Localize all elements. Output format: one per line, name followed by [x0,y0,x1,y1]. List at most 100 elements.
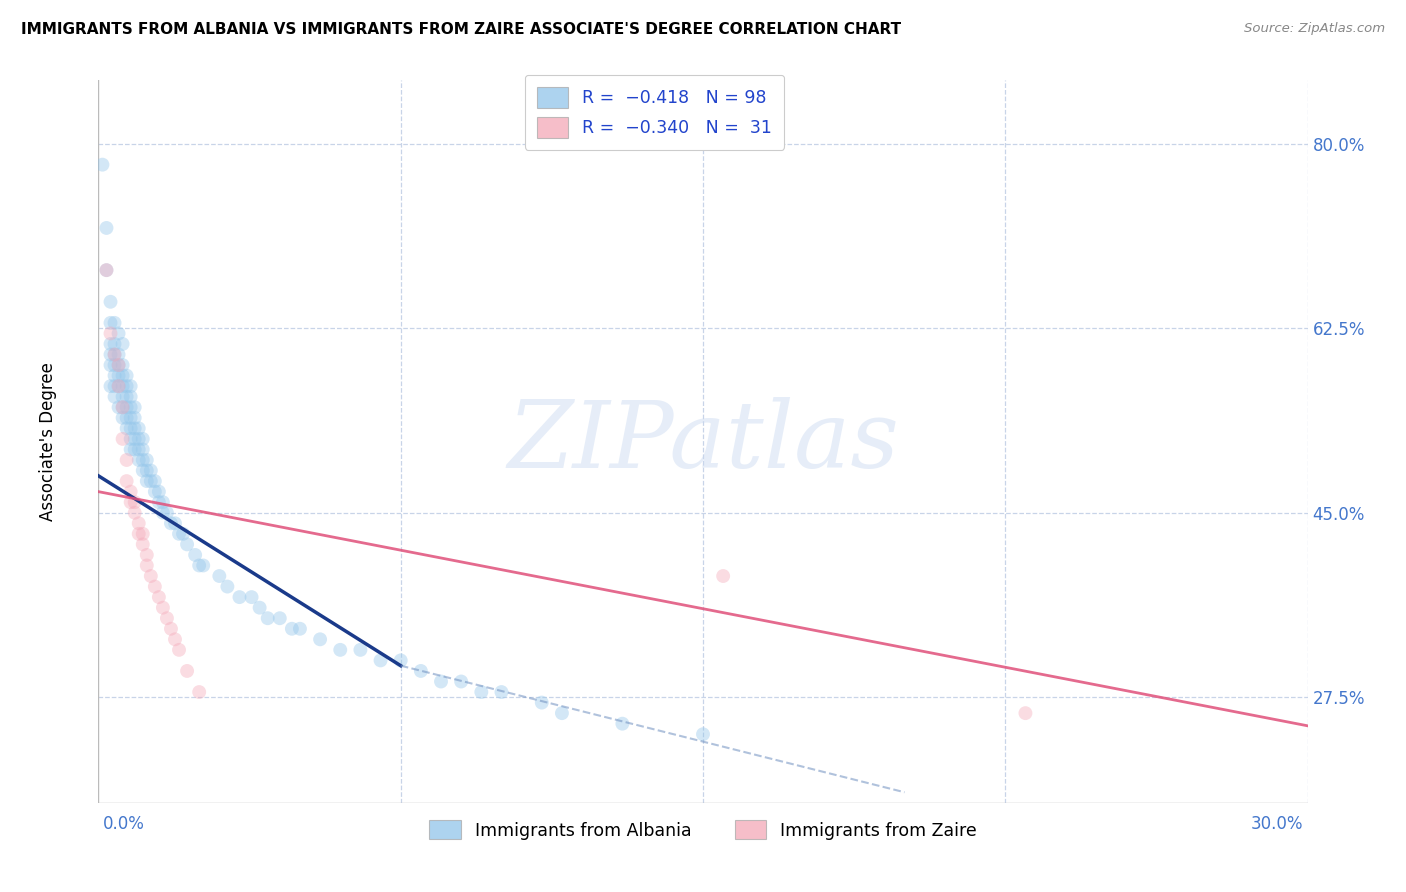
Point [370,653,392,667]
Point [120,421,142,435]
Point [115,390,138,404]
Point [120,390,142,404]
Point [96,263,118,277]
Point [100,358,122,372]
Point [148,590,170,604]
Point [612,716,634,731]
Point [103,390,125,404]
Point [176,537,198,551]
Point [100,347,122,361]
Point [96,221,118,235]
Point [160,516,183,531]
Point [152,506,174,520]
Point [309,632,332,647]
Point [111,410,134,425]
Point [1014,706,1036,720]
Point [124,401,146,415]
Point [389,653,412,667]
Point [115,421,138,435]
Point [115,368,138,383]
Point [148,495,170,509]
Point [188,558,211,573]
Point [111,379,134,393]
Text: IMMIGRANTS FROM ALBANIA VS IMMIGRANTS FROM ZAIRE ASSOCIATE'S DEGREE CORRELATION : IMMIGRANTS FROM ALBANIA VS IMMIGRANTS FR… [21,22,901,37]
Point [115,410,138,425]
Point [135,453,157,467]
Point [100,379,122,393]
Point [156,611,179,625]
Point [256,611,278,625]
Point [139,569,162,583]
Point [143,484,166,499]
Point [167,643,190,657]
Point [120,401,142,415]
Point [111,401,134,415]
Point [107,358,129,372]
Point [128,526,150,541]
Point [91,158,114,172]
Point [111,337,134,351]
Point [193,558,215,573]
Point [152,600,174,615]
Point [100,326,122,341]
Point [115,401,138,415]
Point [409,664,432,678]
Point [184,548,207,562]
Point [124,442,146,457]
Point [143,580,166,594]
Point [115,379,138,393]
Point [124,432,146,446]
Point [103,316,125,330]
Point [111,432,134,446]
Point [128,432,150,446]
Point [103,347,125,361]
Text: ZIPatlas: ZIPatlas [508,397,898,486]
Point [107,326,129,341]
Text: Source: ZipAtlas.com: Source: ZipAtlas.com [1244,22,1385,36]
Point [167,526,190,541]
Point [115,453,138,467]
Point [160,622,183,636]
Point [132,442,155,457]
Point [172,526,194,541]
Point [103,347,125,361]
Point [128,442,150,457]
Point [188,685,211,699]
Point [135,474,157,488]
Point [217,580,239,594]
Point [103,337,125,351]
Point [132,537,155,551]
Point [163,632,186,647]
Point [96,263,118,277]
Point [430,674,453,689]
Text: 0.0%: 0.0% [103,815,145,833]
Point [228,590,250,604]
Text: Associate's Degree: Associate's Degree [38,362,56,521]
Point [124,506,146,520]
Point [139,474,162,488]
Point [240,590,263,604]
Point [103,368,125,383]
Point [111,358,134,372]
Point [135,558,157,573]
Point [450,674,472,689]
Point [152,495,174,509]
Point [124,421,146,435]
Point [135,548,157,562]
Point [491,685,513,699]
Point [107,379,129,393]
Point [143,474,166,488]
Point [711,569,734,583]
Point [107,401,129,415]
Point [692,727,714,741]
Point [100,294,122,309]
Point [208,569,231,583]
Point [111,401,134,415]
Point [156,506,179,520]
Point [107,368,129,383]
Point [163,516,186,531]
Point [132,526,155,541]
Point [132,453,155,467]
Point [120,432,142,446]
Point [249,600,271,615]
